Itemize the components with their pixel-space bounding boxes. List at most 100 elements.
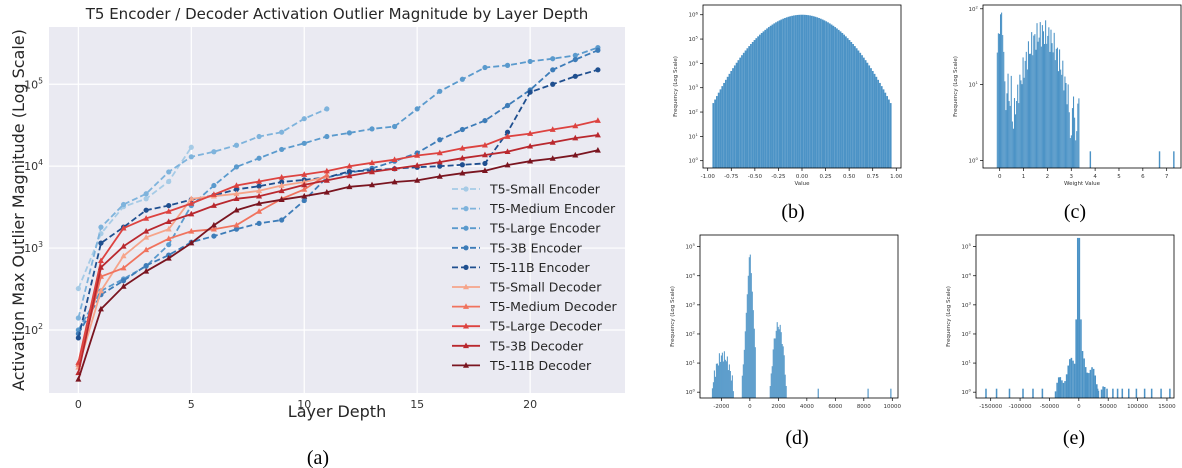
data-point [549,155,556,161]
series-line [77,108,328,319]
histogram-bar [1002,35,1004,169]
data-point [166,169,172,175]
x-tick-label: 5 [1117,174,1121,180]
plot-frame [699,234,899,399]
x-tick-label: 5 [188,398,195,411]
legend-entry: T5-Medium Decoder [452,299,618,314]
data-point [98,224,104,230]
data-point [482,117,488,124]
data-point [481,141,488,148]
histogram-bar [1173,151,1175,168]
histogram-bar [1042,31,1045,169]
histogram-bar [1069,359,1071,398]
data-point [165,218,172,224]
histogram-bar [778,20,781,168]
histogram-bar [771,366,773,398]
data-point [550,56,556,62]
histogram-bar [1070,357,1073,398]
data-point [301,178,308,185]
histogram-bar [1025,51,1027,168]
histogram-bar [852,44,854,169]
data-point [572,52,578,59]
histogram-bar [1050,29,1052,169]
histogram-bar [1003,51,1005,168]
data-point [572,151,579,158]
y-tick-label: 104 [686,271,696,279]
data-point [301,181,308,188]
histogram-bar [720,355,722,398]
histogram-bar [827,22,829,168]
data-point [75,375,82,382]
data-point [504,148,511,155]
y-axis-label: Frequency (Log Scale) [953,56,959,117]
histogram-bar [779,324,781,398]
y-tick-label: 104 [962,271,972,279]
series-line [77,174,328,365]
histogram-bar [1062,382,1065,398]
legend-entry: T5-3B Encoder [452,240,583,255]
histogram-bar [1033,35,1035,169]
data-point [369,159,376,166]
data-point [346,168,353,175]
panel-c-histogram: 0 1 2 3 4 5 6 7 100 101 102 Frequency (Log Scale) We… [953,4,1182,223]
data-point [527,130,534,136]
histogram-bar [783,355,785,398]
data-point [211,149,217,155]
histogram-bar [715,363,717,398]
histogram-bar [1078,98,1080,168]
histogram-bar [1017,84,1019,168]
histogram-bar [1076,237,1079,398]
x-tick-label: 0.00 [796,174,809,180]
histogram-bar [1092,368,1095,398]
histogram-bar [998,33,1000,168]
histogram-bar [890,388,892,398]
histogram-bar [1102,386,1104,398]
panel-e-histogram: -150000 -100000 -50000 0 50000 100000 15000 100… [946,234,1176,449]
data-point [279,217,285,223]
legend-label: T5-11B Decoder [489,358,592,373]
y-tick-label: 100 [686,388,696,396]
histogram-bar [714,99,717,168]
data-point [550,81,556,87]
histogram-bar [814,16,817,169]
data-point [504,129,511,135]
histogram-bar [1072,360,1074,398]
data-point [459,145,466,151]
histogram-bar [773,23,776,168]
x-tick-label: 0.50 [843,174,856,180]
histogram-bar [861,55,863,169]
histogram-bar [886,96,888,168]
histogram-bar [832,25,835,168]
histogram-bar [776,21,779,168]
histogram-bar [750,44,752,169]
histogram-bar [716,363,718,398]
data-point [527,142,534,149]
histogram-bar [724,359,726,398]
histogram-bar [1016,100,1018,168]
data-point [233,221,240,228]
y-tick-label: 100 [689,156,699,164]
histogram-bar [817,388,819,398]
histogram-bar [742,364,744,398]
y-tick-label: 106 [689,10,699,18]
histogram-bar [1022,57,1024,169]
histogram-bar [1158,151,1161,168]
histogram-bar [864,60,867,168]
histogram-bar [1094,375,1097,398]
histogram-bar [1004,81,1006,168]
y-tick-label: 105 [689,35,699,43]
data-point [346,183,353,190]
histogram-bar [1121,388,1124,398]
histogram-bar [1135,388,1138,398]
histogram-bar [777,326,779,398]
y-tick-label: 101 [969,80,979,88]
histogram-bar [1086,372,1089,398]
histogram-bar [1078,237,1081,398]
histogram-bar [816,17,819,169]
series-t5-medium-encoder [75,106,330,321]
data-point [301,197,307,204]
x-tick-label: 4 [1093,174,1097,180]
histogram-bar [748,46,751,168]
data-point [278,187,285,194]
x-tick-label: 0 [1077,404,1081,410]
